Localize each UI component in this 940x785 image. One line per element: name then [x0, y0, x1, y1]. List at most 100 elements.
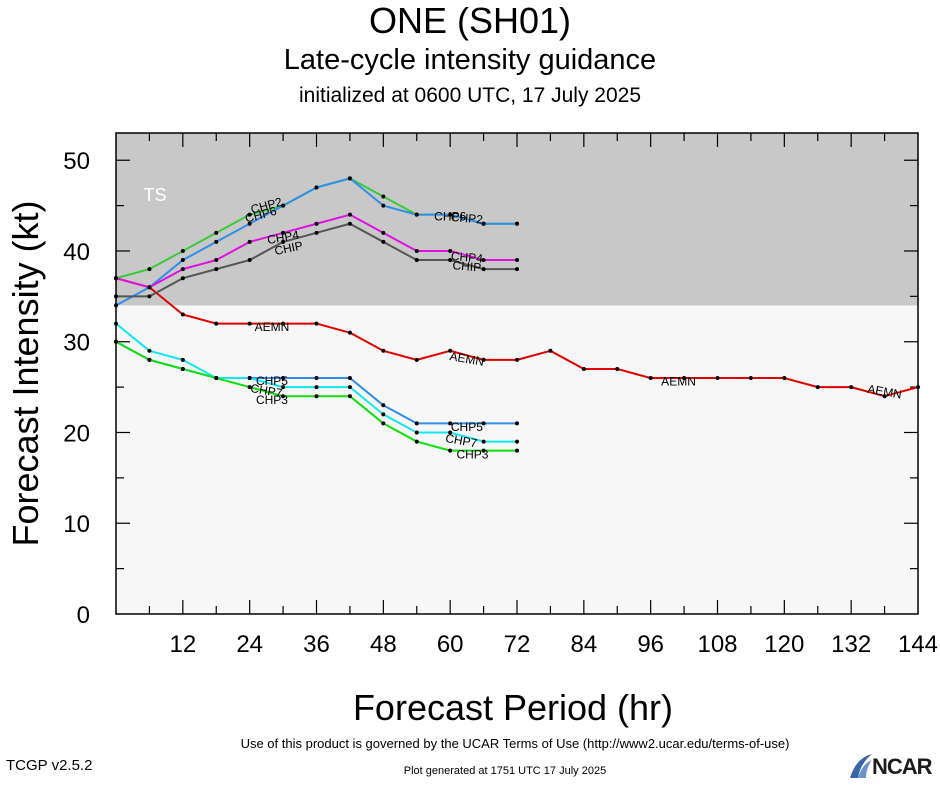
data-point-chip — [314, 230, 319, 235]
series-label-chp3: CHP3 — [256, 393, 288, 407]
x-tick-label: 120 — [764, 631, 804, 658]
data-point-chp6 — [347, 176, 352, 181]
data-point-aemn — [314, 321, 319, 326]
data-point-aemn — [849, 385, 854, 390]
data-point-aemn — [648, 376, 653, 381]
y-axis-title: Forecast Intensity (kt) — [5, 200, 46, 546]
data-point-chp4 — [381, 230, 386, 235]
chart-init-time: initialized at 0600 UTC, 17 July 2025 — [298, 84, 642, 107]
data-point-chp7 — [515, 439, 519, 444]
data-point-aemn — [916, 385, 920, 390]
data-point-aemn — [381, 348, 386, 353]
series-label-text: CHP3 — [256, 393, 288, 407]
series-label-aemn: AEMN — [661, 375, 696, 389]
data-point-chp7 — [247, 376, 252, 381]
data-point-chp4 — [515, 258, 519, 263]
data-point-chp6 — [314, 185, 319, 190]
data-point-aemn — [214, 321, 219, 326]
data-point-aemn — [615, 366, 620, 371]
data-point-chp3 — [114, 339, 118, 344]
data-point-chp5 — [347, 376, 352, 381]
data-point-chp2 — [381, 194, 386, 199]
series-chip — [114, 221, 519, 299]
series-label-aemn: AEMN — [449, 349, 486, 369]
data-point-chp4 — [347, 212, 352, 217]
data-point-aemn — [548, 348, 553, 353]
data-point-chp5 — [515, 421, 519, 426]
data-point-chip — [147, 294, 152, 299]
data-point-aemn — [748, 376, 753, 381]
y-tick-label: 30 — [63, 330, 90, 357]
data-point-chp4 — [214, 258, 219, 263]
data-point-chp3 — [414, 439, 419, 444]
y-tick-label: 50 — [63, 148, 90, 175]
data-point-chp6 — [448, 212, 453, 217]
data-point-chp7 — [180, 357, 185, 362]
data-point-chp3 — [515, 448, 519, 453]
data-point-aemn — [815, 385, 820, 390]
data-point-chip — [448, 258, 453, 263]
y-tick-label: 20 — [63, 420, 90, 447]
data-point-chp3 — [180, 366, 185, 371]
data-point-aemn — [347, 330, 352, 335]
data-point-chp5 — [314, 376, 319, 381]
data-point-chp3 — [347, 394, 352, 399]
data-point-chp2 — [180, 248, 185, 253]
data-point-chp4 — [448, 248, 453, 253]
x-tick-label: 36 — [303, 631, 330, 658]
data-point-chp2 — [147, 267, 152, 272]
series-chp7 — [114, 321, 519, 444]
data-point-chp4 — [481, 258, 486, 263]
data-point-aemn — [682, 376, 687, 381]
data-point-chp3 — [214, 376, 219, 381]
below-ts-band — [116, 305, 918, 614]
series-label-text: CHP6 — [434, 209, 466, 223]
series-label-text: CHP4 — [450, 249, 483, 266]
data-point-chp7 — [414, 430, 419, 435]
data-point-chp5 — [481, 421, 486, 426]
data-point-chp5 — [448, 421, 453, 426]
data-point-chp3 — [247, 385, 252, 390]
series-label-text: CHP4 — [266, 228, 300, 247]
data-point-chp2 — [214, 230, 219, 235]
y-tick-label: 40 — [63, 239, 90, 266]
data-point-aemn — [247, 321, 252, 326]
data-point-chp7 — [481, 439, 486, 444]
series-label-chp3: CHP3 — [456, 447, 488, 461]
data-point-chp7 — [448, 430, 453, 435]
x-tick-label: 132 — [831, 631, 871, 658]
series-label-text: CHP7 — [249, 381, 283, 400]
series-label-chp5: CHP5 — [256, 374, 288, 388]
data-point-chp6 — [281, 203, 286, 208]
data-point-chip — [180, 276, 185, 281]
x-tick-label: 84 — [570, 631, 597, 658]
data-point-chip — [247, 258, 252, 263]
x-tick-label: 72 — [504, 631, 531, 658]
data-point-chip — [214, 267, 219, 272]
ncar-logo-text: NCAR — [872, 754, 933, 779]
y-tick-label: 0 — [77, 602, 90, 629]
data-point-aemn — [281, 321, 286, 326]
terms-of-use-note: Use of this product is governed by the U… — [240, 736, 790, 751]
series-chp3 — [114, 339, 519, 453]
x-tick-label: 12 — [169, 631, 196, 658]
data-point-chp4 — [180, 267, 185, 272]
intensity-chart: TS 12 24 36 48 60 72 84 96 108 120 132 144 0 10 20 30 40 5… — [5, 132, 938, 728]
data-point-chp4 — [414, 248, 419, 253]
series-label-aemn: AEMN — [866, 382, 903, 402]
x-tick-label: 60 — [437, 631, 464, 658]
data-point-chp7 — [381, 412, 386, 417]
data-point-aemn — [581, 366, 586, 371]
ts-band-label: TS — [143, 185, 166, 205]
data-point-aemn — [882, 394, 887, 399]
data-point-chp3 — [314, 394, 319, 399]
data-point-aemn — [782, 376, 787, 381]
data-point-chp5 — [281, 376, 286, 381]
data-point-chp5 — [381, 403, 386, 408]
series-label-text: CHP2 — [450, 210, 483, 227]
ncar-logo: NCAR — [848, 752, 940, 780]
series-label-text: CHP5 — [451, 420, 483, 434]
data-point-chip — [381, 239, 386, 244]
data-point-chp6 — [414, 212, 419, 217]
chart-subtitle: Late-cycle intensity guidance — [283, 44, 657, 76]
